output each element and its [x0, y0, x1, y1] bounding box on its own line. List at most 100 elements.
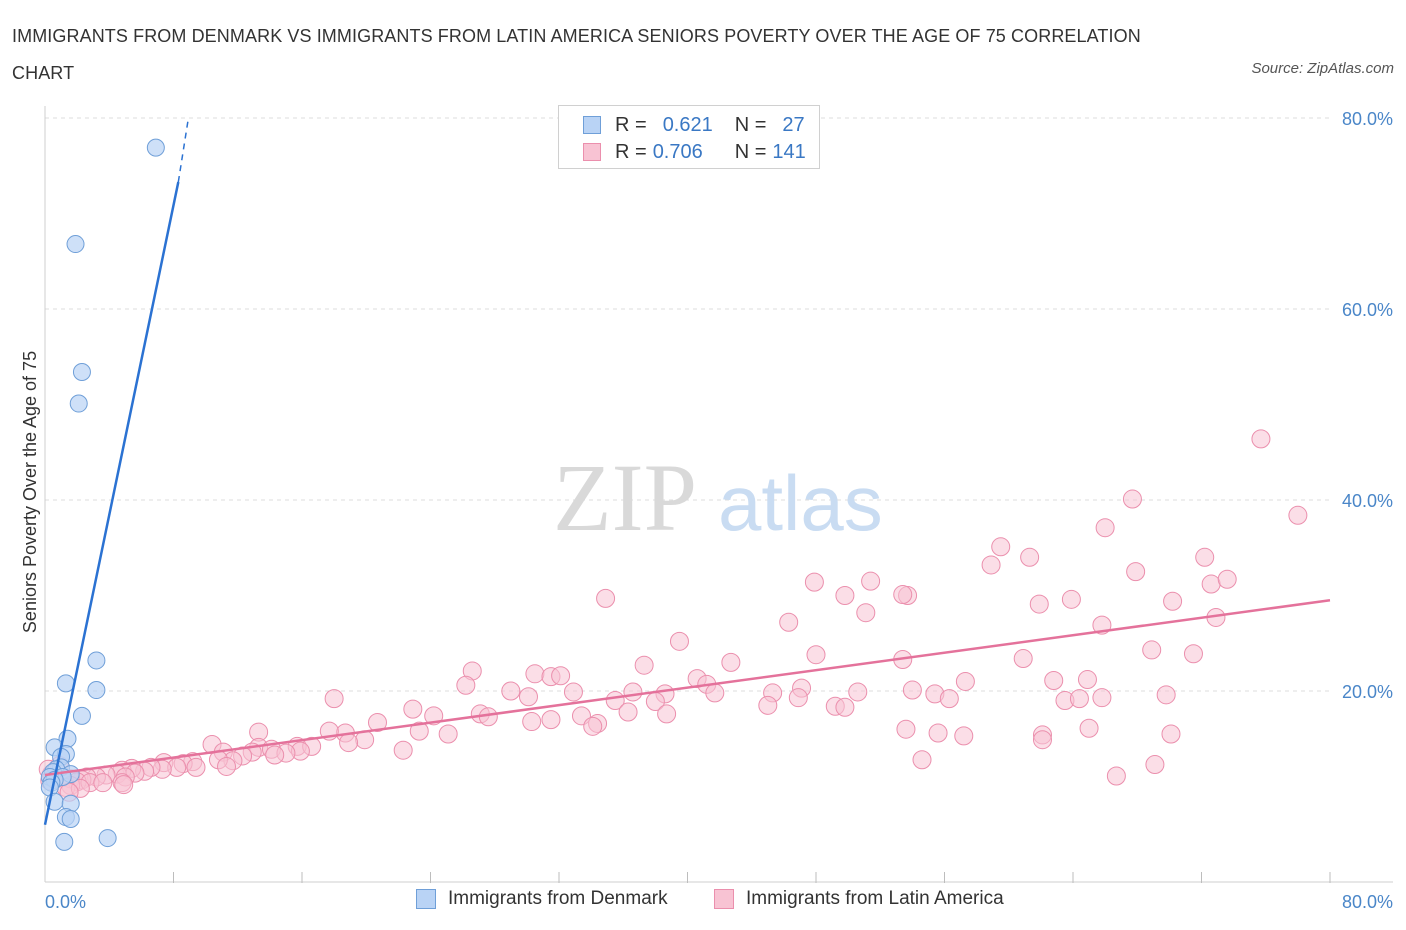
latam-point — [939, 689, 959, 709]
latam-point — [1032, 730, 1052, 750]
latam-point — [721, 652, 741, 672]
source-label: Source: ZipAtlas.com — [1251, 60, 1394, 77]
legend-r-label: R = — [615, 140, 647, 163]
denmark-point — [72, 706, 91, 725]
denmark-point — [72, 363, 91, 382]
latam-point — [525, 664, 545, 684]
latam-point — [856, 603, 876, 623]
latam-point — [991, 537, 1011, 557]
legend-r-value: 0.621 — [662, 113, 713, 136]
watermark: ZIP atlas — [553, 444, 883, 551]
latam-point — [1288, 505, 1308, 525]
legend-r-label: R = — [615, 113, 647, 136]
tick-labels: 20.0% 40.0% 60.0% 80.0% 0.0% 80.0% — [45, 109, 1393, 912]
latam-point — [1020, 547, 1040, 567]
latam-point — [788, 688, 808, 708]
latam-point — [456, 675, 476, 695]
latam-point — [265, 745, 285, 765]
y-tick-label: 40.0% — [1342, 491, 1393, 511]
latam-point — [1061, 589, 1081, 609]
latam-point — [758, 695, 778, 715]
denmark-point — [87, 651, 106, 670]
latam-point — [403, 699, 423, 719]
latam-point — [912, 750, 932, 770]
legend-n-value: 141 — [772, 140, 806, 163]
latam-point — [339, 733, 359, 753]
chart-title: IMMIGRANTS FROM DENMARK VS IMMIGRANTS FR… — [12, 26, 1141, 83]
latam-point — [618, 702, 638, 722]
latam-point — [1217, 569, 1237, 589]
latam-point — [835, 586, 855, 605]
y-tick-label: 20.0% — [1342, 682, 1393, 702]
latam-point — [393, 740, 413, 760]
denmark-point — [69, 394, 88, 413]
latam-point — [563, 682, 583, 702]
latam-point — [1095, 518, 1115, 538]
trend-lines — [43, 120, 1331, 825]
latam-point — [835, 697, 855, 717]
correlation-legend: R = 0.621 N = 27 R = 0.706 N = 141 — [558, 105, 820, 169]
latam-point — [669, 631, 689, 651]
latam-point — [217, 756, 237, 776]
latam-point — [1156, 685, 1176, 705]
latam-point — [1029, 594, 1049, 614]
latam-point — [1183, 644, 1203, 664]
legend-swatch-latam — [583, 143, 601, 161]
denmark-point — [66, 235, 85, 254]
latam-point — [1079, 718, 1099, 738]
latam-point — [657, 704, 677, 724]
latam-point — [955, 671, 975, 691]
latam-point — [1069, 689, 1089, 709]
legend-label-latam: Immigrants from Latin America — [746, 888, 1004, 909]
latam-point — [623, 682, 643, 702]
latam-point — [902, 680, 922, 700]
latam-point — [981, 555, 1001, 575]
denmark-trend-line — [43, 181, 180, 825]
axes — [44, 106, 1393, 883]
series-legend: Immigrants from Denmark Immigrants from … — [0, 888, 1406, 916]
latam-point — [367, 713, 387, 733]
latam-point — [583, 716, 603, 736]
latam-point — [804, 572, 824, 592]
legend-n-value: 27 — [782, 113, 805, 136]
latam-point — [928, 723, 948, 743]
legend-n-label: N = — [734, 113, 767, 136]
latam-point — [114, 775, 134, 795]
legend-item-latam[interactable]: Immigrants from Latin America — [714, 888, 1004, 910]
legend-row-latam: R = 0.706 N = 141 — [583, 139, 806, 165]
latam-point — [896, 719, 916, 739]
legend-swatch-denmark — [416, 889, 436, 909]
latam-point — [1251, 429, 1271, 449]
legend-r-value: 0.706 — [652, 140, 703, 163]
latam-point — [848, 682, 868, 702]
latam-point — [1126, 562, 1146, 582]
y-axis-label: Seniors Poverty Over the Age of 75 — [20, 351, 40, 633]
denmark-point — [87, 681, 106, 700]
latam-point — [1122, 489, 1142, 509]
x-tick-label: 0.0% — [45, 892, 86, 912]
latam-point — [1106, 766, 1126, 786]
latam-point — [1163, 591, 1183, 611]
latam-point — [893, 585, 913, 605]
latam-point — [1201, 574, 1221, 594]
legend-swatch-denmark — [583, 116, 601, 134]
watermark-zip: ZIP — [553, 444, 697, 551]
latam-point — [186, 757, 206, 777]
legend-label-denmark: Immigrants from Denmark — [448, 888, 668, 909]
latam-point — [1161, 724, 1181, 744]
latam-point — [1195, 547, 1215, 567]
latam-point — [596, 588, 616, 608]
latam-point — [541, 710, 561, 730]
denmark-point — [146, 138, 165, 157]
legend-swatch-latam — [714, 889, 734, 909]
latam-point — [324, 689, 344, 709]
latam-point — [1142, 640, 1162, 660]
legend-item-denmark[interactable]: Immigrants from Denmark — [416, 888, 668, 910]
y-tick-label: 60.0% — [1342, 300, 1393, 320]
latam-point — [954, 726, 974, 746]
legend-row-denmark: R = 0.621 N = 27 — [583, 112, 805, 138]
latam-point — [551, 666, 571, 686]
latam-point — [518, 687, 538, 707]
latam-point — [1013, 649, 1033, 669]
